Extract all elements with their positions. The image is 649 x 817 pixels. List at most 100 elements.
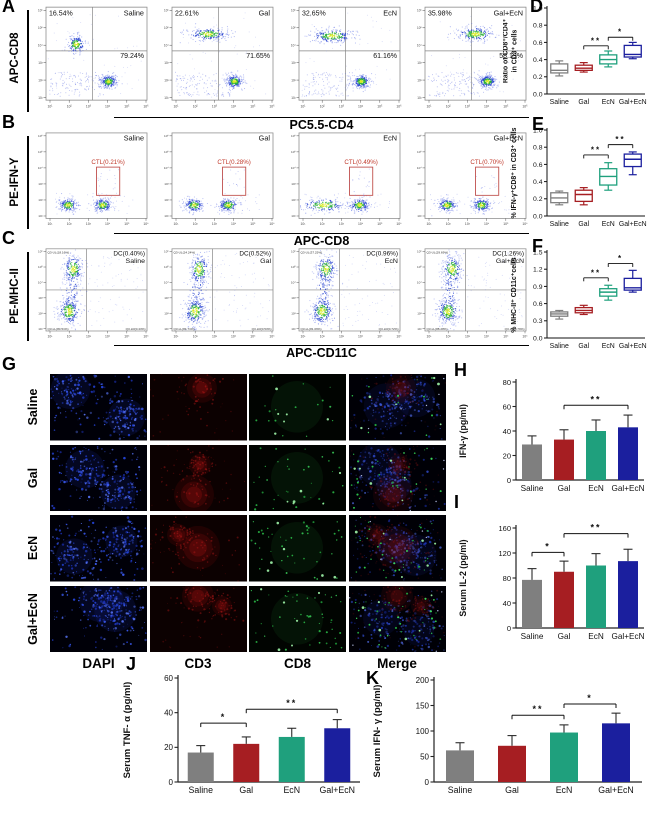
svg-text:10¹: 10¹: [38, 96, 42, 100]
svg-text:10⁴: 10⁴: [484, 222, 490, 226]
svg-text:10³: 10³: [212, 104, 218, 108]
panel-b-label: B: [2, 112, 15, 132]
svg-text:10⁵: 10⁵: [124, 222, 130, 226]
svg-text:10⁵: 10⁵: [417, 26, 422, 30]
if-col-label-merge: Merge: [377, 656, 417, 671]
if-image-gal-dapi: [50, 444, 147, 511]
if-image-saline-cd8: [249, 374, 346, 441]
svg-text:EcN: EcN: [383, 134, 397, 143]
if-row-label-saline: Saline: [26, 388, 40, 426]
svg-text:71.65%: 71.65%: [246, 51, 270, 60]
svg-text:32.65%: 32.65%: [302, 8, 326, 17]
svg-text:16.54%: 16.54%: [49, 8, 73, 17]
svg-text:10⁵: 10⁵: [164, 150, 169, 154]
flow-plot-b-gal-ecn: 10¹ 10⁶ 10² 10⁵ 10³ 10⁴ 10⁴ 10³ 10⁵ 10² 10⁶ 10¹ Gal+…: [417, 132, 528, 226]
svg-text:10²: 10²: [291, 198, 295, 202]
panel-f-label: F: [532, 236, 543, 256]
if-image-ecn-cd8: [249, 515, 346, 582]
svg-text:10⁵: 10⁵: [377, 222, 383, 226]
svg-text:CTL(0.28%): CTL(0.28%): [217, 159, 250, 166]
svg-text:CTL(0.70%): CTL(0.70%): [470, 159, 503, 166]
svg-text:10⁶: 10⁶: [396, 104, 402, 108]
svg-text:10³: 10³: [86, 335, 92, 339]
svg-text:58.19%: 58.19%: [499, 51, 523, 60]
svg-text:10⁵: 10⁵: [164, 26, 169, 30]
svg-text:CTL(0.21%): CTL(0.21%): [91, 159, 124, 166]
flow-plot-b-gal: 10¹ 10⁶ 10² 10⁵ 10³ 10⁴ 10⁴ 10³ 10⁵ 10² 10⁶ 10¹ Gal C…: [164, 132, 275, 226]
svg-text:10³: 10³: [212, 222, 218, 226]
panel-h-label: H: [454, 360, 467, 380]
if-image-ecn-cd3: [149, 515, 247, 582]
svg-text:10⁴: 10⁴: [358, 222, 364, 226]
svg-text:10³: 10³: [465, 222, 471, 226]
svg-text:10²: 10²: [193, 104, 199, 108]
if-row-label-gal: Gal: [26, 467, 40, 488]
panel-c-label: C: [2, 228, 15, 248]
svg-text:10⁵: 10⁵: [377, 104, 383, 108]
flow-c-x-axis-line: [114, 345, 529, 347]
flow-c-y-axis-line: [27, 252, 29, 341]
svg-text:10²: 10²: [320, 104, 326, 108]
if-image-ecn-dapi: [50, 515, 147, 582]
svg-text:10³: 10³: [86, 104, 92, 108]
svg-text:10¹: 10¹: [48, 335, 54, 339]
svg-text:10¹: 10¹: [164, 96, 168, 100]
svg-text:10⁴: 10⁴: [164, 43, 169, 47]
svg-text:10¹: 10¹: [38, 327, 42, 331]
flow-plot-a-saline: 10¹ 10⁶ 10² 10⁵ 10³ 10⁴ 10⁴ 10³ 10⁵ 10² 10⁶ 10¹ 16.5…: [38, 6, 149, 109]
svg-text:10³: 10³: [164, 61, 168, 65]
flow-b-x-axis-line: [114, 233, 529, 235]
svg-text:10¹: 10¹: [427, 222, 433, 226]
svg-text:10⁵: 10⁵: [250, 222, 256, 226]
flow-a-y-axis-label: APC-CD8: [9, 32, 21, 84]
if-image-saline-merge: [348, 374, 446, 441]
svg-text:10⁶: 10⁶: [417, 134, 422, 138]
svg-text:10³: 10³: [291, 61, 295, 65]
svg-text:10²: 10²: [67, 335, 73, 339]
flow-b-y-axis-label: PE-IFN-Y: [9, 157, 21, 207]
svg-text:CTL(0.49%): CTL(0.49%): [344, 159, 377, 166]
svg-text:10³: 10³: [291, 182, 295, 186]
svg-text:10²: 10²: [320, 222, 326, 226]
flow-b-x-axis-label: APC-CD8: [293, 234, 350, 248]
svg-text:10²: 10²: [38, 78, 42, 82]
svg-text:10¹: 10¹: [174, 222, 180, 226]
svg-text:22.61%: 22.61%: [175, 8, 199, 17]
svg-text:10³: 10³: [38, 182, 42, 186]
if-image-gal-cd8: [249, 444, 346, 511]
svg-text:10¹: 10¹: [174, 104, 180, 108]
svg-text:10¹: 10¹: [301, 222, 307, 226]
panel-d-label: D: [530, 0, 543, 16]
if-image-gal-ecn-dapi: [50, 585, 147, 652]
svg-text:EcN: EcN: [383, 8, 397, 17]
flow-a-x-axis-line: [114, 117, 529, 119]
panel-i-label: I: [454, 492, 460, 512]
if-image-gal-ecn-cd3: [149, 585, 247, 652]
svg-text:10⁴: 10⁴: [38, 281, 43, 285]
panel-a-label: A: [2, 0, 15, 16]
svg-text:10¹: 10¹: [417, 96, 421, 100]
if-image-gal-merge: [348, 444, 446, 511]
svg-text:10⁶: 10⁶: [143, 222, 149, 226]
svg-text:10¹: 10¹: [291, 96, 295, 100]
panel-j-label: J: [126, 654, 137, 674]
svg-text:10⁶: 10⁶: [38, 134, 43, 138]
svg-text:10⁴: 10⁴: [105, 335, 111, 339]
svg-text:10⁵: 10⁵: [38, 150, 43, 154]
svg-text:10¹: 10¹: [48, 222, 54, 226]
flow-a-x-axis-label: PC5.5-CD4: [289, 118, 354, 132]
svg-text:Gal+EcN: Gal+EcN: [494, 134, 523, 143]
svg-text:10⁴: 10⁴: [38, 43, 43, 47]
svg-text:10³: 10³: [417, 182, 421, 186]
svg-text:10¹: 10¹: [38, 214, 42, 218]
if-image-saline-dapi: [50, 374, 147, 441]
svg-text:35.98%: 35.98%: [428, 8, 452, 17]
svg-text:10⁶: 10⁶: [291, 134, 296, 138]
flow-c-x-axis-label: APC-CD11C: [286, 346, 357, 360]
svg-text:10⁵: 10⁵: [250, 104, 256, 108]
svg-text:10³: 10³: [339, 222, 345, 226]
boxplot-f: 0.00.30.60.91.21.5% MHC-II⁺ CD11c⁺cells *…: [511, 249, 647, 350]
